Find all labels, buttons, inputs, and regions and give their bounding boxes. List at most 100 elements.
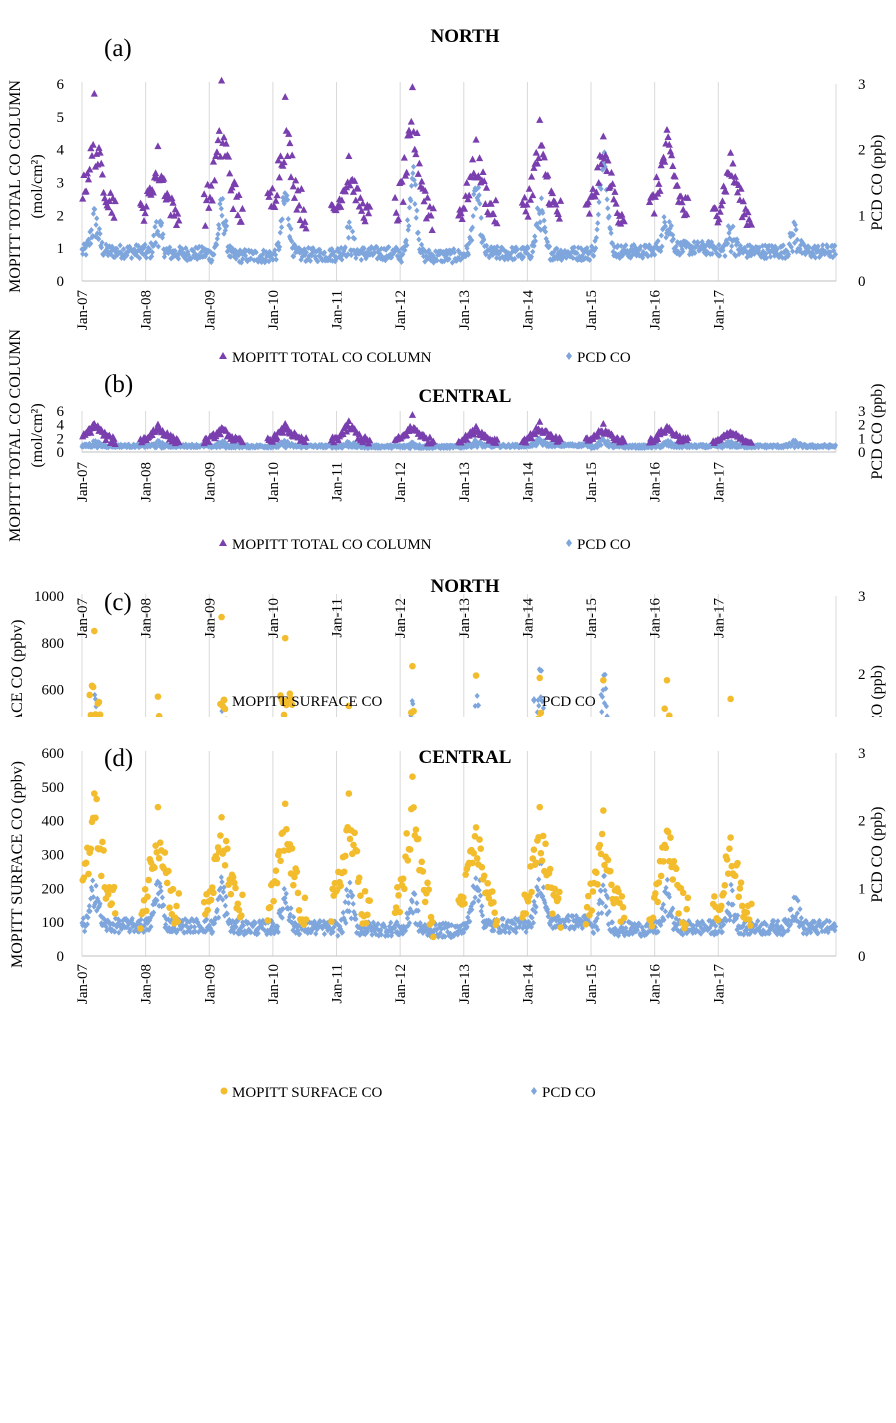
mopitt-point — [99, 188, 108, 196]
y-tick-label: 100 — [42, 915, 65, 931]
mopitt-point — [200, 190, 208, 198]
pcd-co-point — [514, 246, 520, 253]
pcd-co-point — [607, 226, 614, 233]
mopitt-point — [237, 217, 245, 225]
pcd-co-point — [489, 248, 495, 255]
mopitt-point — [609, 180, 617, 187]
pcd-co-point — [302, 252, 308, 259]
pcd-co-point — [272, 251, 279, 258]
pcd-co-point — [581, 256, 587, 263]
mopitt-point — [84, 175, 93, 183]
mopitt-point — [589, 185, 597, 192]
pcd-co-point — [615, 242, 621, 249]
x-tick-label: Jan-16 — [648, 290, 664, 330]
pcd-co-point — [280, 194, 286, 201]
pcd-co-point — [410, 163, 417, 170]
x-tick-label: Jan-16 — [648, 598, 664, 638]
pcd-co-point — [90, 210, 96, 217]
mopitt-point — [718, 197, 727, 205]
series-mopitt-total-co-column — [79, 76, 756, 234]
mopitt-point — [83, 169, 91, 177]
pcd-co-point — [674, 250, 680, 257]
pcd-co-point — [160, 231, 166, 238]
pcd-co-point — [240, 255, 246, 262]
y-axis-label: MOPITT SURFACE CO (ppbv) — [9, 761, 26, 968]
pcd-co-point — [153, 239, 159, 246]
pcd-co-point — [465, 251, 472, 258]
mopitt-point — [289, 182, 297, 190]
pcd-co-point — [619, 252, 626, 259]
pcd-co-point — [792, 239, 798, 246]
mopitt-point — [663, 676, 671, 684]
mopitt-point — [465, 191, 473, 199]
mopitt-point — [90, 89, 98, 97]
pcd-co-point — [623, 242, 629, 249]
pcd-co-point — [214, 241, 220, 248]
mopitt-point — [666, 147, 675, 155]
pcd-co-point — [763, 250, 769, 257]
mopitt-point — [521, 193, 529, 201]
mopitt-point — [274, 156, 282, 164]
y2-tick-label: 1 — [858, 208, 866, 224]
pcd-co-point — [706, 238, 712, 245]
pcd-co-point — [143, 254, 149, 261]
pcd-co-point — [422, 258, 428, 265]
pcd-co-point — [282, 438, 288, 445]
y2-tick-label: 2 — [858, 667, 866, 683]
mopitt-point — [338, 196, 346, 204]
mopitt-point — [458, 215, 466, 222]
chart-title: CENTRAL — [419, 386, 512, 407]
pcd-co-point — [281, 198, 287, 205]
mopitt-point — [403, 168, 411, 176]
y2-tick-label: 1 — [858, 881, 866, 897]
mopitt-point — [301, 218, 309, 225]
pcd-co-point — [494, 243, 500, 250]
mopitt-point — [585, 209, 594, 217]
pcd-co-point — [735, 239, 741, 246]
mopitt-point — [285, 130, 293, 137]
pcd-co-point — [80, 251, 86, 258]
pcd-co-point — [663, 234, 669, 241]
pcd-co-point — [214, 235, 220, 242]
pcd-co-point — [464, 245, 470, 252]
mopitt-point — [526, 195, 535, 203]
mopitt-point — [202, 196, 211, 204]
mopitt-point — [89, 683, 97, 691]
pcd-co-point — [546, 243, 553, 250]
mopitt-point — [744, 208, 752, 216]
pcd-co-point — [767, 249, 773, 256]
y-tick-label: 3 — [57, 176, 65, 192]
pcd-co-point — [475, 197, 481, 204]
mopitt-point — [209, 157, 218, 165]
pcd-co-point — [510, 256, 516, 263]
mopitt-point — [555, 214, 564, 222]
pcd-co-point — [159, 219, 165, 226]
mopitt-point — [208, 196, 216, 204]
mopitt-point — [341, 187, 349, 195]
y-tick-label: 4 — [57, 143, 65, 159]
pcd-co-point — [760, 248, 766, 255]
mopitt-point — [546, 200, 554, 208]
pcd-co-point — [659, 243, 665, 250]
mopitt-point — [351, 177, 359, 184]
mopitt-point — [423, 193, 432, 201]
pcd-co-point — [629, 251, 636, 258]
pcd-co-point — [536, 210, 543, 217]
pcd-co-point — [284, 192, 290, 199]
mopitt-point — [610, 195, 618, 203]
pcd-co-point — [737, 250, 743, 257]
mopitt-point — [95, 698, 103, 706]
pcd-co-point — [456, 255, 462, 262]
pcd-co-point — [618, 243, 624, 250]
pcd-co-point — [475, 184, 482, 191]
mopitt-point — [98, 170, 107, 178]
pcd-co-point — [108, 251, 114, 258]
y-tick-label: 5 — [57, 110, 65, 126]
chart-title: NORTH — [430, 576, 499, 597]
pcd-co-point — [156, 232, 162, 239]
mopitt-point — [399, 198, 407, 205]
pcd-co-point — [96, 225, 103, 232]
pcd-co-point — [672, 246, 679, 253]
x-tick-label: Jan-10 — [266, 598, 282, 638]
mopitt-point — [414, 170, 422, 177]
